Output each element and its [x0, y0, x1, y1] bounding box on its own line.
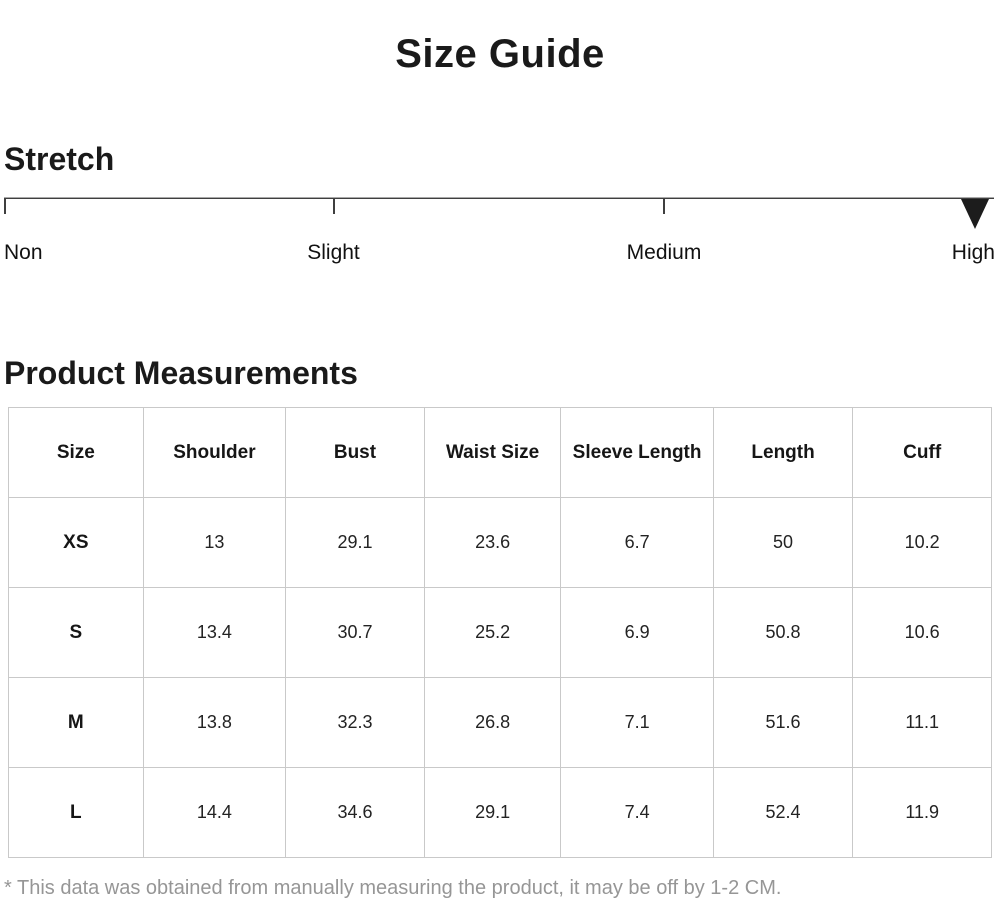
column-header-sleeve-length: Sleeve Length [560, 407, 714, 498]
size-cell: XS [8, 497, 144, 588]
size-table: Size Shoulder Bust Waist Size Sleeve Len… [8, 407, 992, 858]
value-cell-shoulder: 14.4 [142, 767, 287, 858]
column-header-shoulder: Shoulder [142, 407, 287, 498]
value-cell-cuff: 11.9 [852, 767, 992, 858]
value-cell-shoulder: 13.4 [142, 587, 287, 678]
product-measurements-heading: Product Measurements [4, 354, 358, 391]
size-cell: L [8, 767, 144, 858]
value-cell-bust: 30.7 [285, 587, 425, 678]
stretch-tick-medium [663, 198, 666, 214]
value-cell-waist: 23.6 [423, 497, 562, 588]
value-cell-length: 50.8 [712, 587, 854, 678]
stretch-scale-line [4, 197, 994, 199]
stretch-scale-labels: Non Slight Medium High [4, 241, 995, 267]
value-cell-cuff: 11.1 [852, 677, 992, 768]
value-cell-cuff: 10.2 [852, 497, 992, 588]
value-cell-cuff: 10.6 [852, 587, 992, 678]
value-cell-sleeve-length: 7.1 [560, 677, 714, 768]
page-title: Size Guide [395, 31, 605, 76]
table-row-xs: XS 13 29.1 23.6 6.7 50 10.2 [8, 497, 992, 588]
value-cell-length: 51.6 [712, 677, 854, 768]
stretch-label-high: High [951, 241, 995, 264]
value-cell-waist: 26.8 [423, 677, 562, 768]
stretch-heading: Stretch [4, 140, 115, 177]
stretch-marker-triangle-icon [961, 199, 989, 229]
column-header-length: Length [712, 407, 854, 498]
value-cell-waist: 25.2 [423, 587, 562, 678]
value-cell-bust: 32.3 [285, 677, 425, 768]
column-header-waist-size: Waist Size [423, 407, 562, 498]
stretch-tick-non [4, 198, 6, 214]
value-cell-length: 50 [712, 497, 854, 588]
stretch-label-medium: Medium [626, 241, 702, 264]
value-cell-waist: 29.1 [423, 767, 562, 858]
stretch-label-slight: Slight [307, 241, 360, 264]
table-row-s: S 13.4 30.7 25.2 6.9 50.8 10.6 [8, 587, 992, 678]
table-row-m: M 13.8 32.3 26.8 7.1 51.6 11.1 [8, 677, 992, 768]
value-cell-shoulder: 13 [142, 497, 287, 588]
stretch-label-non: Non [4, 241, 43, 264]
stretch-tick-slight [333, 198, 336, 214]
value-cell-bust: 29.1 [285, 497, 425, 588]
value-cell-bust: 34.6 [285, 767, 425, 858]
column-header-size: Size [8, 407, 144, 498]
size-table-container: Size Shoulder Bust Waist Size Sleeve Len… [8, 407, 992, 858]
value-cell-sleeve-length: 7.4 [560, 767, 714, 858]
value-cell-length: 52.4 [712, 767, 854, 858]
column-header-bust: Bust [285, 407, 425, 498]
size-cell: M [8, 677, 144, 768]
table-header-row: Size Shoulder Bust Waist Size Sleeve Len… [8, 407, 992, 498]
stretch-scale [4, 197, 994, 229]
size-cell: S [8, 587, 144, 678]
table-row-l: L 14.4 34.6 29.1 7.4 52.4 11.9 [8, 767, 992, 858]
measurement-disclaimer-footnote: * This data was obtained from manually m… [4, 877, 782, 899]
value-cell-sleeve-length: 6.7 [560, 497, 714, 588]
value-cell-sleeve-length: 6.9 [560, 587, 714, 678]
value-cell-shoulder: 13.8 [142, 677, 287, 768]
column-header-cuff: Cuff [852, 407, 992, 498]
